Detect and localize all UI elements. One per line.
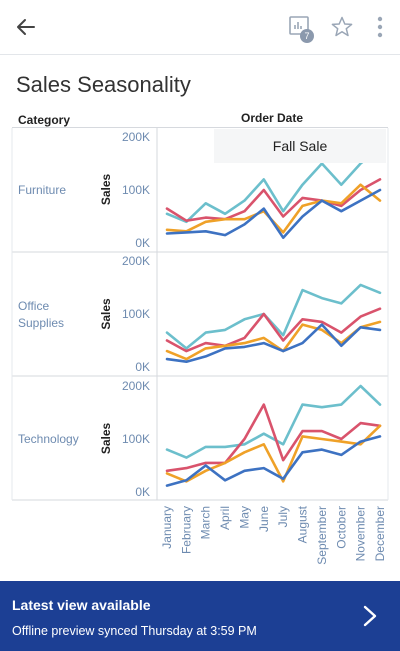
x-tick-label: March	[199, 506, 213, 539]
latest-view-banner[interactable]: Latest view available Offline preview sy…	[0, 581, 400, 651]
chevron-right-icon[interactable]	[356, 601, 384, 631]
y-tick-label: 200K	[122, 254, 150, 268]
fall-sale-annotation: Fall Sale	[214, 129, 386, 163]
y-axis-label: Sales	[99, 422, 113, 454]
series-line-blue	[165, 188, 382, 239]
chart-alert-icon	[289, 16, 309, 35]
kebab-menu-icon	[377, 16, 383, 38]
x-tick-label: July	[276, 506, 290, 527]
top-toolbar: 7	[0, 0, 400, 55]
subscriptions-button[interactable]: 7	[283, 10, 317, 44]
y-tick-label: 200K	[122, 130, 150, 144]
x-tick-label: October	[334, 506, 348, 549]
x-tick-label: January	[160, 506, 174, 549]
series-line-orange	[165, 320, 382, 361]
x-tick-label: May	[238, 506, 252, 529]
more-menu-button[interactable]	[363, 10, 397, 44]
x-tick-label: November	[354, 506, 368, 561]
favorite-button[interactable]	[325, 10, 359, 44]
y-tick-label: 100K	[122, 307, 150, 321]
arrow-left-icon	[17, 19, 35, 35]
series-line-teal	[165, 384, 382, 459]
series-line-blue	[165, 435, 382, 487]
banner-subtitle: Offline preview synced Thursday at 3:59 …	[12, 624, 257, 638]
y-tick-label: 100K	[122, 432, 150, 446]
header-divider	[12, 127, 388, 128]
x-tick-label: June	[257, 506, 271, 532]
y-tick-label: 0K	[135, 236, 150, 250]
series-line-blue	[165, 323, 382, 364]
x-tick-label: April	[218, 506, 232, 530]
subscriptions-badge: 7	[300, 29, 314, 43]
sales-seasonality-chart[interactable]: 0K 100K 200K Sales 0K 100K 200K Sales 0K 100K 200K…	[0, 0, 400, 580]
x-tick-label: February	[179, 506, 193, 554]
series-line-teal	[165, 146, 382, 224]
y-tick-label: 0K	[135, 360, 150, 374]
series-line-orange	[165, 424, 382, 483]
y-axis-label: Sales	[99, 298, 113, 330]
series-line-red	[165, 178, 382, 222]
category-label-furniture: Furniture	[18, 183, 67, 197]
category-label-office-supplies: Office Supplies	[18, 299, 65, 330]
star-outline-icon	[331, 16, 353, 37]
y-tick-label: 0K	[135, 485, 150, 499]
series-line-red	[165, 403, 382, 473]
back-button[interactable]	[9, 10, 43, 44]
view-title: Sales Seasonality	[16, 72, 191, 97]
y-tick-label: 200K	[122, 379, 150, 393]
y-tick-label: 100K	[122, 183, 150, 197]
banner-title: Latest view available	[12, 597, 151, 613]
x-tick-label: September	[315, 506, 329, 565]
series-line-teal	[165, 283, 382, 350]
category-header: Category	[18, 113, 71, 127]
order-date-header: Order Date	[241, 111, 304, 125]
y-axis-label: Sales	[99, 173, 113, 205]
x-tick-label: December	[373, 506, 387, 561]
x-tick-label: August	[296, 505, 310, 543]
series-line-red	[165, 307, 382, 353]
category-label-technology: Technology	[18, 432, 79, 446]
